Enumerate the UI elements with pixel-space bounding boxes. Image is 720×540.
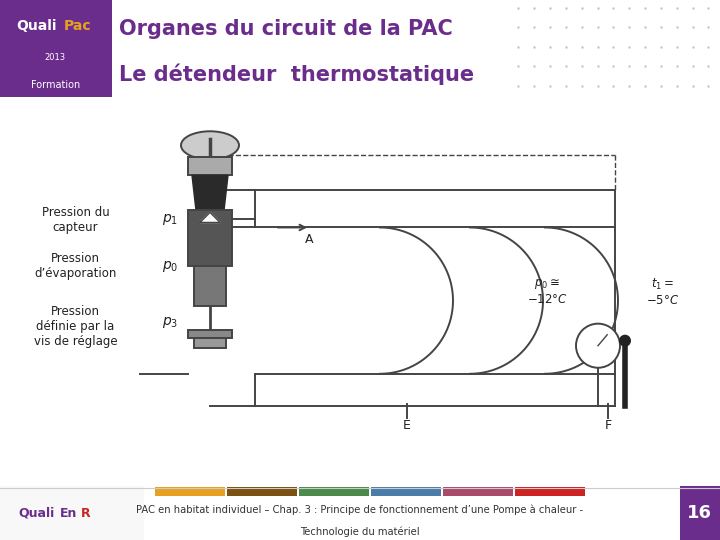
Text: 16: 16 [688,504,712,522]
Text: Le détendeur  thermostatique: Le détendeur thermostatique [119,63,474,85]
Text: F: F [605,419,612,432]
Text: Quali: Quali [18,507,54,519]
Bar [194,338,226,348]
Text: 2013: 2013 [45,53,66,63]
Text: Pac: Pac [63,19,91,33]
Text: $p_1$: $p_1$ [162,212,178,227]
Text: $p_0$: $p_0$ [162,259,179,274]
Bar [155,487,225,496]
Bar [515,487,585,496]
Bar [188,211,232,266]
Text: R: R [81,507,90,519]
Text: PAC en habitat individuel – Chap. 3 : Principe de fonctionnement d’une Pompe à c: PAC en habitat individuel – Chap. 3 : Pr… [136,505,584,515]
Text: Organes du circuit de la PAC: Organes du circuit de la PAC [119,19,453,39]
Text: E: E [403,419,410,432]
Circle shape [619,335,631,347]
Text: A: A [305,233,314,246]
Bar [299,487,369,496]
Polygon shape [200,212,220,222]
Text: En: En [60,507,77,519]
Bar [188,330,232,338]
Bar [443,487,513,496]
Text: Pression
d’évaporation: Pression d’évaporation [35,252,117,280]
Text: $t_1 =$
$-5°C$: $t_1 =$ $-5°C$ [646,276,679,307]
Text: Quali: Quali [16,19,56,33]
Text: Technologie du matériel: Technologie du matériel [300,526,420,537]
Text: Pression
définie par la
vis de réglage: Pression définie par la vis de réglage [34,305,117,348]
Text: Pression du
capteur: Pression du capteur [42,206,109,234]
Bar [227,487,297,496]
Circle shape [576,323,620,368]
Bar [194,266,226,306]
Text: $p_3$: $p_3$ [162,315,179,330]
Bar [0,0,112,97]
Polygon shape [192,176,228,211]
Bar [680,486,720,540]
Bar [0,486,144,540]
Bar [188,157,232,176]
Bar [371,487,441,496]
Text: Formation: Formation [31,80,80,90]
Text: $p_0 \cong$
$-12°C$: $p_0 \cong$ $-12°C$ [527,277,567,306]
Ellipse shape [181,131,239,159]
